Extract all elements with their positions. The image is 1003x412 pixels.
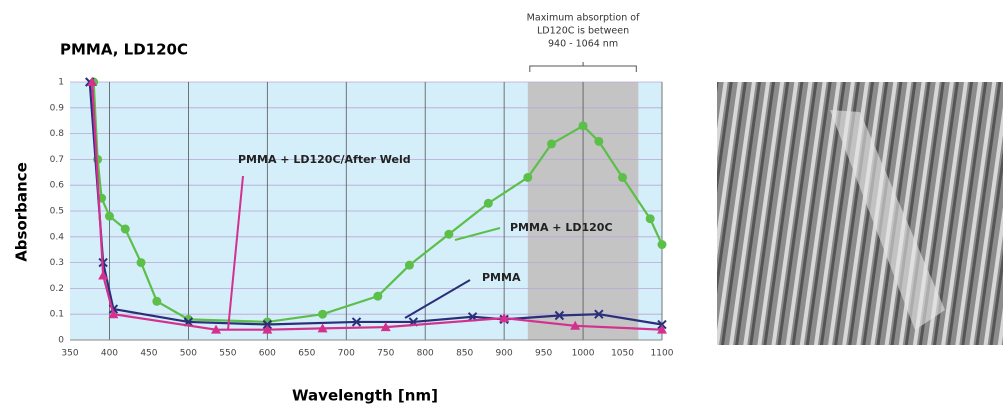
marker xyxy=(657,324,667,334)
photo-weld xyxy=(830,110,945,330)
marker xyxy=(136,258,146,268)
marker xyxy=(404,260,414,270)
x-tick-label: 550 xyxy=(219,349,236,359)
x-tick-label: 850 xyxy=(456,349,473,359)
marker xyxy=(87,77,98,86)
marker xyxy=(317,323,328,333)
annotation-line xyxy=(404,279,471,319)
marker xyxy=(657,240,667,250)
highlight-label: 940 - 1064 nm xyxy=(548,39,618,50)
x-tick-label: 900 xyxy=(496,349,513,359)
marker xyxy=(594,136,604,146)
y-tick-label: 0.9 xyxy=(50,103,65,113)
y-tick-label: 0.2 xyxy=(50,284,64,294)
x-tick-label: 350 xyxy=(61,349,78,359)
marker xyxy=(380,322,391,332)
marker xyxy=(657,319,667,330)
x-tick-label: 1050 xyxy=(611,349,634,359)
marker xyxy=(373,291,383,301)
y-tick-label: 0.5 xyxy=(50,207,64,217)
y-tick-label: 0.1 xyxy=(50,310,64,320)
x-tick-label: 800 xyxy=(417,349,434,359)
y-tick-label: 0.7 xyxy=(50,155,64,165)
marker xyxy=(483,198,493,208)
marker xyxy=(523,172,533,182)
y-tick-label: 0.6 xyxy=(50,181,65,191)
annotation-line xyxy=(227,175,244,331)
marker xyxy=(546,139,556,149)
marker xyxy=(618,172,628,182)
marker xyxy=(262,324,273,334)
marker xyxy=(554,310,565,321)
marker xyxy=(108,309,119,319)
marker xyxy=(645,214,655,224)
marker xyxy=(499,313,510,323)
x-tick-label: 600 xyxy=(259,349,276,359)
marker xyxy=(211,324,222,334)
chart-title: PMMA, LD120C xyxy=(60,41,188,59)
marker xyxy=(444,229,454,239)
x-tick-label: 1000 xyxy=(572,349,595,359)
marker xyxy=(578,121,588,131)
y-axis-label: Absorbance xyxy=(13,162,31,262)
marker xyxy=(570,320,581,330)
series-label: PMMA + LD120C/After Weld xyxy=(238,153,411,166)
y-tick-label: 0.8 xyxy=(50,129,65,139)
x-tick-label: 650 xyxy=(298,349,315,359)
marker xyxy=(318,309,328,319)
x-tick-label: 750 xyxy=(377,349,394,359)
highlight-label: LD120C is between xyxy=(537,26,629,37)
marker xyxy=(152,296,162,306)
x-tick-label: 700 xyxy=(338,349,355,359)
highlight-label: Maximum absorption of xyxy=(527,13,640,24)
annotation-line xyxy=(454,227,501,241)
series-label: PMMA + LD120C xyxy=(510,221,613,234)
series-line xyxy=(91,81,663,331)
series-line xyxy=(88,81,663,326)
y-tick-label: 0 xyxy=(58,336,64,346)
marker xyxy=(262,319,273,330)
x-tick-label: 1100 xyxy=(651,349,674,359)
x-axis-label: Wavelength [nm] xyxy=(292,387,438,405)
x-tick-label: 450 xyxy=(140,349,157,359)
marker xyxy=(104,211,114,221)
marker xyxy=(120,224,130,234)
highlight-bracket xyxy=(529,62,637,72)
series-label: PMMA xyxy=(482,271,521,284)
x-tick-label: 400 xyxy=(101,349,118,359)
y-tick-label: 0.3 xyxy=(50,258,64,268)
y-tick-label: 1 xyxy=(58,78,64,88)
x-tick-label: 500 xyxy=(180,349,197,359)
x-tick-label: 950 xyxy=(535,349,552,359)
marker xyxy=(98,270,109,280)
marker xyxy=(594,309,604,319)
marker xyxy=(351,317,362,327)
y-tick-label: 0.4 xyxy=(50,232,65,242)
